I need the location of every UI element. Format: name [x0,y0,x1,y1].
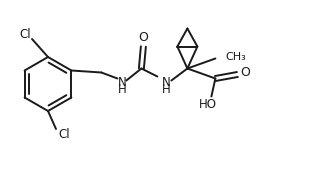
Text: H: H [162,83,171,96]
Text: CH₃: CH₃ [226,51,246,62]
Text: HO: HO [198,98,216,111]
Text: Cl: Cl [19,28,31,40]
Text: O: O [138,31,148,44]
Text: O: O [240,66,250,79]
Text: N: N [162,76,171,89]
Text: N: N [118,76,127,89]
Text: H: H [118,83,127,96]
Text: Cl: Cl [58,127,70,141]
